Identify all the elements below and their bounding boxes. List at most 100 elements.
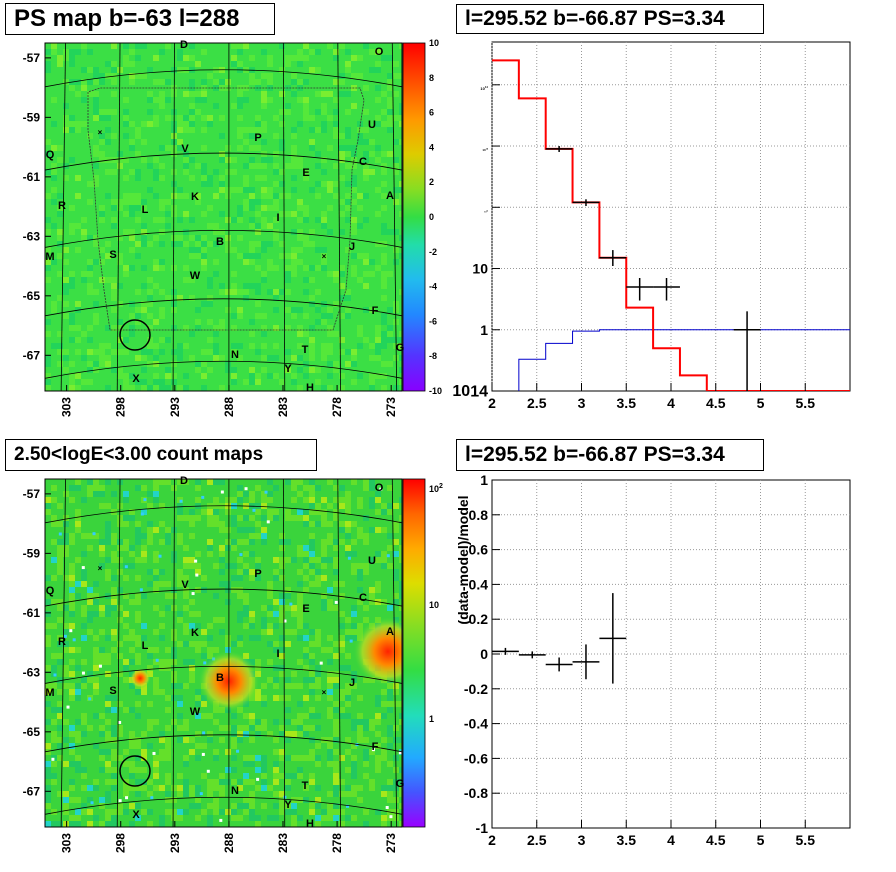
map-pixel: [201, 385, 207, 391]
map-pixel: [99, 647, 105, 653]
map-pixel: [171, 361, 177, 367]
map-pixel: [381, 313, 387, 319]
map-pixel: [393, 737, 399, 743]
map-pixel: [201, 349, 207, 355]
map-pixel: [387, 545, 393, 551]
map-pixel: [309, 265, 315, 271]
map-pixel: [98, 664, 102, 668]
map-pixel: [153, 629, 159, 635]
map-pixel: [327, 677, 333, 683]
map-pixel: [393, 115, 399, 121]
map-pixel: [243, 175, 249, 181]
y-tick-label: 0.2: [469, 611, 489, 627]
map-pixel: [321, 575, 327, 581]
map-pixel: [393, 91, 399, 97]
map-pixel: [123, 785, 129, 791]
map-pixel: [51, 737, 57, 743]
map-pixel: [339, 373, 345, 379]
map-pixel: [285, 785, 291, 791]
map-pixel: [195, 193, 201, 199]
map-pixel: [171, 485, 177, 491]
map-pixel: [351, 55, 357, 61]
map-pixel: [93, 635, 99, 641]
map-pixel: [99, 157, 105, 163]
source-label-A: A: [386, 626, 394, 638]
map-pixel: [195, 97, 201, 103]
map-pixel: [237, 61, 243, 67]
x-tick-label: 303: [60, 833, 74, 853]
map-pixel: [207, 367, 213, 373]
map-pixel: [243, 599, 249, 605]
map-pixel: [69, 325, 75, 331]
map-pixel: [381, 509, 387, 515]
map-pixel: [267, 785, 273, 791]
map-pixel: [327, 791, 333, 797]
map-pixel: [129, 659, 135, 665]
map-pixel: [303, 713, 309, 719]
map-pixel: [171, 797, 177, 803]
map-pixel: [279, 109, 285, 115]
map-pixel: [129, 545, 135, 551]
map-pixel: [357, 331, 363, 337]
map-pixel: [177, 295, 183, 301]
map-pixel: [69, 55, 75, 61]
map-pixel: [321, 545, 327, 551]
map-pixel: [237, 133, 243, 139]
map-pixel: [333, 653, 339, 659]
map-pixel: [345, 145, 351, 151]
map-pixel: [213, 241, 219, 247]
map-pixel: [333, 509, 339, 515]
map-pixel: [153, 79, 159, 85]
map-pixel: [231, 283, 237, 289]
map-pixel: [45, 151, 51, 157]
map-pixel: [93, 653, 99, 659]
map-pixel: [375, 373, 381, 379]
map-pixel: [321, 181, 327, 187]
map-pixel: [333, 569, 339, 575]
map-pixel: [327, 695, 333, 701]
map-pixel: [267, 355, 273, 361]
map-pixel: [351, 815, 357, 821]
map-pixel: [357, 725, 363, 731]
map-pixel: [225, 587, 231, 593]
map-pixel: [399, 289, 402, 295]
map-pixel: [363, 755, 369, 761]
map-pixel: [351, 761, 357, 767]
map-pixel: [399, 121, 402, 127]
map-pixel: [69, 205, 75, 211]
map-pixel: [273, 647, 279, 653]
map-pixel: [153, 169, 159, 175]
map-pixel: [75, 761, 81, 767]
map-pixel: [303, 109, 309, 115]
map-pixel: [219, 283, 225, 289]
map-pixel: [369, 169, 375, 175]
map-pixel: [105, 479, 111, 485]
map-pixel: [321, 593, 327, 599]
map-pixel: [81, 277, 87, 283]
map-pixel: [159, 97, 165, 103]
map-pixel: [315, 265, 321, 271]
map-pixel: [111, 779, 117, 785]
map-pixel: [81, 79, 87, 85]
map-pixel: [243, 199, 249, 205]
map-pixel: [99, 277, 105, 283]
map-pixel: [183, 241, 189, 247]
map-pixel: [195, 551, 201, 557]
map-pixel: [333, 515, 339, 521]
map-pixel: [357, 731, 363, 737]
map-pixel: [207, 821, 213, 827]
map-pixel: [279, 611, 285, 617]
map-pixel: [291, 605, 297, 611]
map-pixel: [117, 725, 123, 731]
map-pixel: [201, 91, 207, 97]
map-pixel: [57, 653, 63, 659]
map-pixel: [45, 217, 51, 223]
map-pixel: [255, 485, 261, 491]
map-pixel: [105, 503, 111, 509]
map-pixel: [375, 241, 381, 247]
map-pixel: [99, 725, 105, 731]
map-pixel: [69, 127, 75, 133]
map-pixel: [195, 623, 201, 629]
map-pixel: [129, 767, 135, 773]
map-pixel: [339, 91, 345, 97]
